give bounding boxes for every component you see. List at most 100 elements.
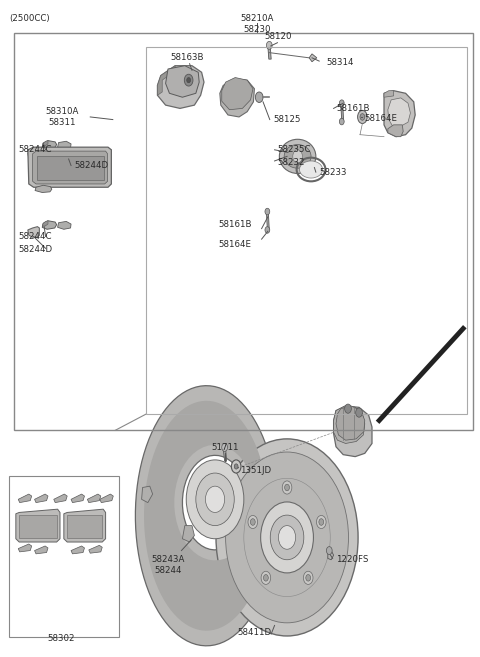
- Text: 1351JD: 1351JD: [240, 466, 271, 475]
- Polygon shape: [135, 386, 268, 646]
- Text: 58244C: 58244C: [18, 145, 52, 154]
- Polygon shape: [42, 221, 48, 226]
- Bar: [19, 515, 57, 538]
- Polygon shape: [33, 151, 108, 184]
- Polygon shape: [166, 66, 199, 97]
- Polygon shape: [144, 401, 261, 631]
- Circle shape: [303, 571, 313, 584]
- Circle shape: [293, 150, 302, 163]
- Circle shape: [278, 526, 296, 549]
- Circle shape: [186, 460, 244, 539]
- Text: (2500CC): (2500CC): [10, 14, 50, 24]
- Circle shape: [261, 571, 271, 584]
- Polygon shape: [384, 91, 394, 97]
- Circle shape: [222, 443, 228, 451]
- Polygon shape: [182, 526, 194, 542]
- Polygon shape: [54, 494, 67, 503]
- Polygon shape: [388, 98, 410, 126]
- Text: 58120: 58120: [264, 32, 292, 41]
- Text: 58235C: 58235C: [277, 145, 311, 154]
- Circle shape: [306, 574, 311, 581]
- Text: 58310A
58311: 58310A 58311: [46, 107, 79, 127]
- Circle shape: [184, 74, 193, 86]
- Text: 58125: 58125: [274, 115, 301, 124]
- Polygon shape: [42, 221, 57, 229]
- Polygon shape: [58, 141, 71, 149]
- Text: 58232: 58232: [277, 158, 305, 168]
- Polygon shape: [157, 66, 175, 95]
- Circle shape: [266, 41, 272, 49]
- Polygon shape: [35, 546, 48, 554]
- Circle shape: [339, 118, 344, 125]
- Text: 51711: 51711: [212, 443, 240, 452]
- Polygon shape: [142, 486, 153, 503]
- Circle shape: [205, 486, 225, 512]
- Circle shape: [282, 481, 292, 494]
- Text: 58243A
58244: 58243A 58244: [151, 555, 185, 575]
- Text: 58244D: 58244D: [18, 245, 52, 254]
- Polygon shape: [16, 509, 60, 542]
- Polygon shape: [35, 185, 52, 193]
- Ellipse shape: [279, 139, 316, 173]
- Polygon shape: [87, 494, 101, 503]
- Circle shape: [316, 516, 326, 529]
- Polygon shape: [42, 141, 48, 146]
- Polygon shape: [223, 448, 227, 461]
- Text: 1220FS: 1220FS: [336, 555, 368, 564]
- Ellipse shape: [226, 452, 348, 623]
- Polygon shape: [341, 104, 344, 122]
- Polygon shape: [334, 406, 365, 443]
- Circle shape: [187, 78, 191, 83]
- Circle shape: [248, 516, 258, 529]
- Text: 58210A
58230: 58210A 58230: [240, 14, 274, 34]
- Ellipse shape: [216, 439, 358, 636]
- Ellipse shape: [270, 515, 304, 560]
- Circle shape: [265, 208, 270, 215]
- Text: 58244C: 58244C: [18, 232, 52, 241]
- Ellipse shape: [300, 161, 323, 178]
- Text: 58244D: 58244D: [74, 161, 108, 170]
- Text: 58164E: 58164E: [365, 114, 398, 123]
- Polygon shape: [220, 79, 254, 117]
- Polygon shape: [334, 406, 372, 457]
- Circle shape: [234, 464, 238, 469]
- Polygon shape: [89, 545, 102, 553]
- Polygon shape: [222, 78, 253, 110]
- Text: 58233: 58233: [319, 168, 347, 177]
- Text: 58161B: 58161B: [336, 104, 370, 113]
- Polygon shape: [28, 148, 39, 160]
- Polygon shape: [58, 221, 71, 229]
- Polygon shape: [18, 544, 32, 552]
- Circle shape: [196, 473, 234, 526]
- Polygon shape: [28, 227, 39, 237]
- Ellipse shape: [284, 145, 311, 168]
- Polygon shape: [28, 147, 111, 187]
- Polygon shape: [18, 494, 32, 503]
- Circle shape: [345, 404, 351, 413]
- Polygon shape: [384, 91, 415, 137]
- Text: 58163B: 58163B: [170, 53, 204, 62]
- Bar: [37, 156, 104, 180]
- Circle shape: [360, 114, 365, 120]
- Polygon shape: [100, 494, 113, 503]
- Polygon shape: [157, 66, 204, 108]
- Bar: [67, 515, 102, 538]
- Circle shape: [326, 547, 332, 555]
- Circle shape: [265, 227, 270, 233]
- Polygon shape: [71, 546, 84, 554]
- Polygon shape: [64, 509, 106, 542]
- Polygon shape: [388, 125, 403, 137]
- Polygon shape: [35, 494, 48, 503]
- Text: 58411D: 58411D: [237, 628, 272, 637]
- Circle shape: [264, 574, 268, 581]
- Polygon shape: [328, 551, 334, 560]
- Text: 58314: 58314: [326, 58, 354, 67]
- Polygon shape: [268, 46, 271, 59]
- Polygon shape: [309, 54, 317, 62]
- Circle shape: [339, 100, 344, 106]
- Text: 58164E: 58164E: [219, 240, 252, 250]
- Circle shape: [319, 519, 324, 526]
- Circle shape: [356, 408, 362, 417]
- Circle shape: [231, 460, 241, 473]
- Text: 58161B: 58161B: [218, 219, 252, 229]
